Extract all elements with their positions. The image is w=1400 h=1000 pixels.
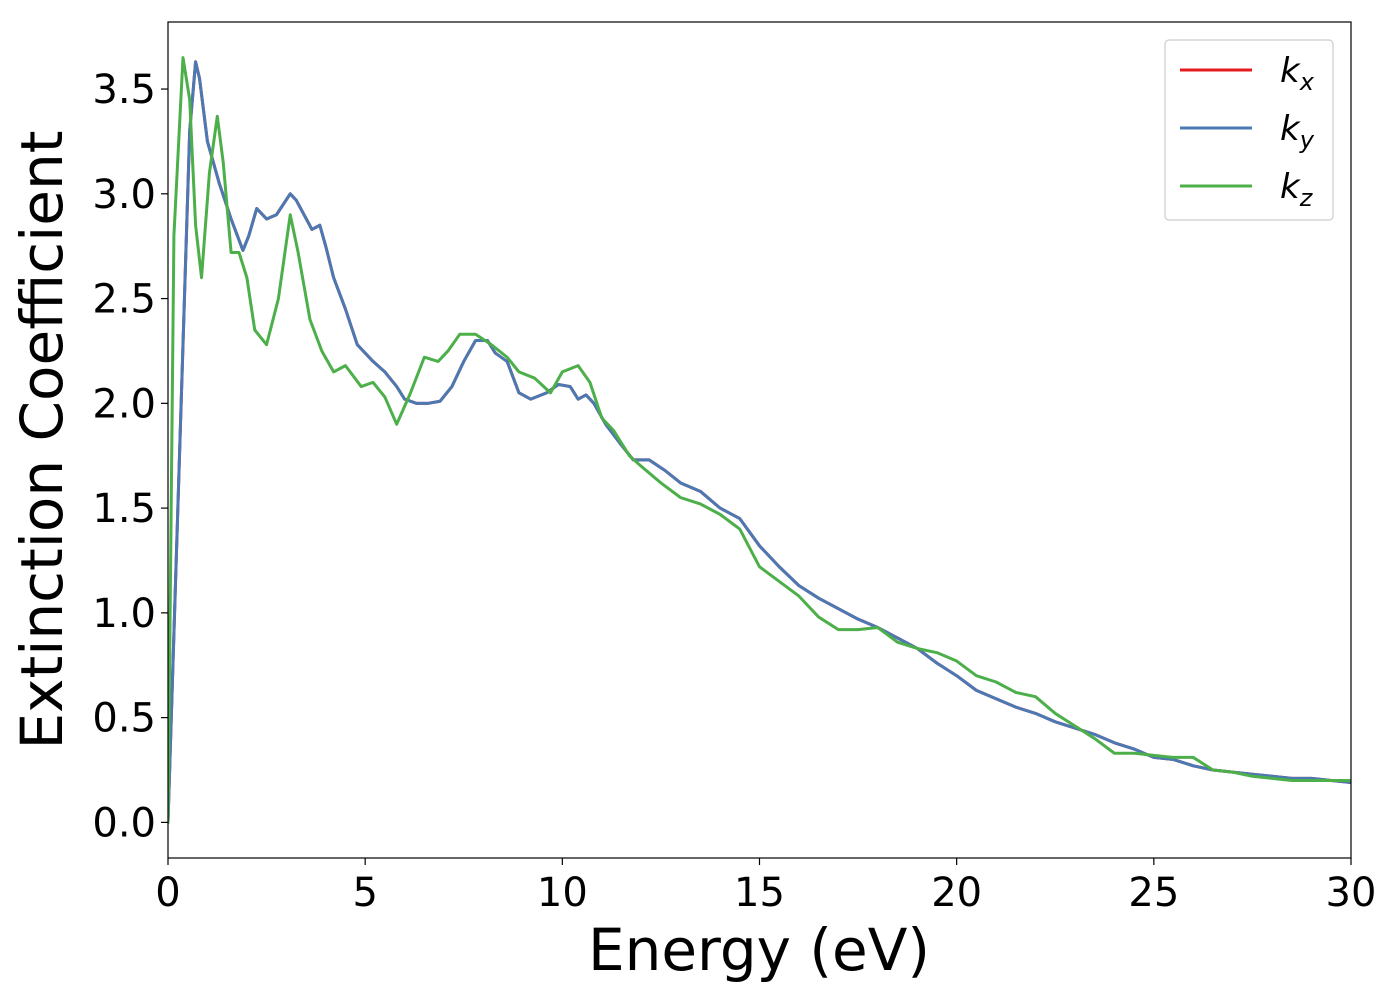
y-tick-label: 3.5 xyxy=(92,67,156,113)
y-tick-label: 0.0 xyxy=(92,800,156,846)
x-tick-label: 30 xyxy=(1326,870,1377,916)
legend-label-ky: ky xyxy=(1280,109,1315,154)
legend: kx ky kz xyxy=(1164,39,1334,221)
series-line-kz xyxy=(168,56,1351,824)
x-tick-label: 0 xyxy=(155,870,180,916)
y-tick-label: 1.0 xyxy=(92,591,156,637)
plot-lines xyxy=(168,56,1351,824)
x-tick-label: 10 xyxy=(537,870,588,916)
x-tick-label: 5 xyxy=(352,870,377,916)
y-tick-label: 2.5 xyxy=(92,277,156,323)
y-axis-label: Extinction Coefficient xyxy=(8,131,76,750)
y-axis: 0.0 0.5 1.0 1.5 2.0 2.5 3.0 3.5 xyxy=(92,67,168,846)
x-axis-label: Energy (eV) xyxy=(588,916,930,984)
y-tick-label: 2.0 xyxy=(92,381,156,427)
y-tick-label: 3.0 xyxy=(92,172,156,218)
y-tick-label: 0.5 xyxy=(92,696,156,742)
x-tick-label: 15 xyxy=(734,870,785,916)
legend-label-kx: kx xyxy=(1280,51,1315,96)
y-tick-label: 1.5 xyxy=(92,486,156,532)
x-tick-label: 20 xyxy=(931,870,982,916)
legend-box xyxy=(1164,39,1334,221)
x-tick-label: 25 xyxy=(1128,870,1179,916)
legend-label-kz: kz xyxy=(1280,167,1314,212)
x-axis: 0 5 10 15 20 25 30 xyxy=(155,858,1376,916)
